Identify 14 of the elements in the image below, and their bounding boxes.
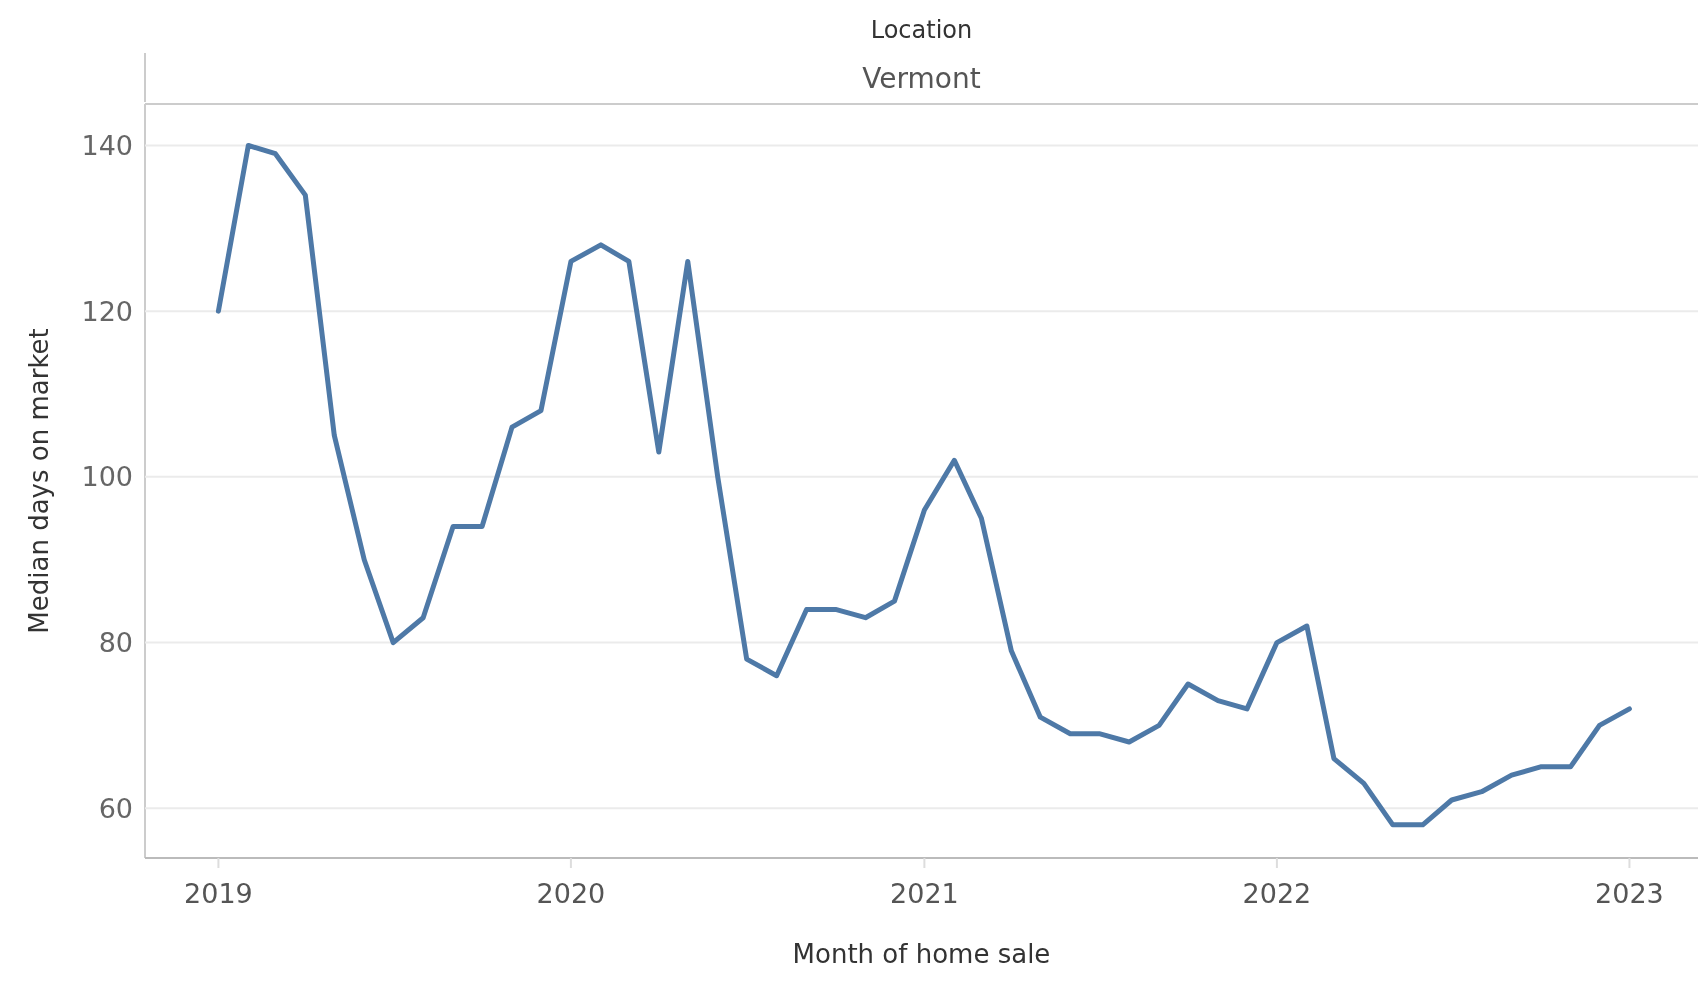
y-tick-label: 120 — [81, 295, 133, 327]
chart-title: Location — [870, 16, 973, 44]
x-axis-title: Month of home sale — [792, 939, 1051, 969]
y-tick-label: 140 — [81, 129, 133, 161]
x-tick-label: 2019 — [184, 878, 253, 909]
x-tick-label: 2020 — [536, 878, 606, 909]
x-tick-label: 2021 — [890, 878, 959, 909]
y-tick-label: 100 — [81, 461, 133, 493]
x-tick-label: 2022 — [1242, 878, 1312, 909]
y-tick-label: 80 — [98, 627, 133, 659]
y-axis-title: Median days on market — [24, 328, 54, 634]
chart-subtitle: Vermont — [862, 62, 981, 95]
x-tick-label: 2023 — [1595, 878, 1664, 909]
y-tick-label: 60 — [98, 792, 133, 824]
